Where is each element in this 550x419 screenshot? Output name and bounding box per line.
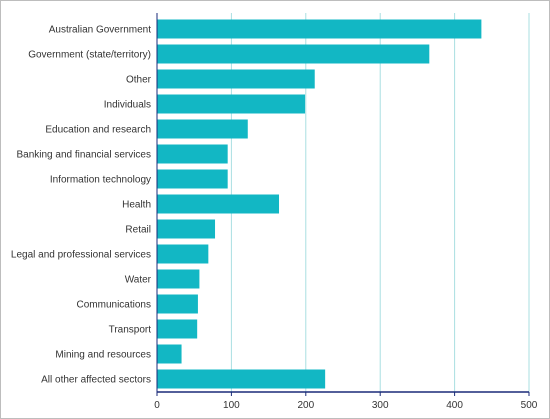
bar [157, 194, 280, 214]
bar [157, 369, 326, 389]
x-tick-label: 400 [446, 400, 463, 411]
bar [157, 169, 228, 189]
bar [157, 319, 198, 339]
bar [157, 269, 200, 289]
x-tick-label: 300 [372, 400, 389, 411]
category-label: Australian Government [49, 25, 151, 36]
category-label: Banking and financial services [16, 150, 151, 161]
category-label: Legal and professional services [11, 250, 151, 261]
category-label: Individuals [104, 100, 151, 111]
bar [157, 119, 248, 139]
bar [157, 44, 430, 64]
bar [157, 144, 228, 164]
category-label: Other [126, 75, 152, 86]
bar [157, 19, 482, 39]
x-tick-label: 100 [223, 400, 240, 411]
category-label: Transport [109, 325, 152, 336]
x-tick-label: 200 [297, 400, 314, 411]
category-label: Communications [77, 300, 151, 311]
category-label: All other affected sectors [41, 375, 151, 386]
bar [157, 294, 198, 314]
bar [157, 219, 216, 239]
category-label: Health [122, 200, 151, 211]
bar [157, 69, 315, 89]
bar [157, 244, 209, 264]
category-label: Education and research [45, 125, 151, 136]
bar [157, 344, 182, 364]
category-label: Government (state/territory) [28, 50, 151, 61]
category-label: Water [125, 275, 152, 286]
x-tick-label: 0 [154, 400, 160, 411]
category-label: Information technology [50, 175, 151, 186]
category-label: Mining and resources [55, 350, 151, 361]
category-label: Retail [125, 225, 151, 236]
bar [157, 94, 306, 114]
x-tick-label: 500 [521, 400, 538, 411]
